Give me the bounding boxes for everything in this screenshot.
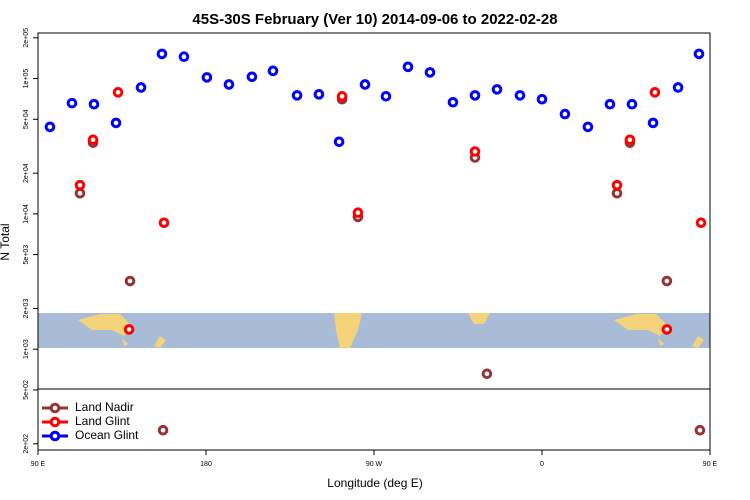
legend-label: Land Nadir — [75, 400, 134, 414]
point — [661, 275, 673, 287]
point — [611, 187, 623, 199]
point — [157, 424, 169, 436]
point — [336, 91, 348, 102]
y-tick-label: 2e+05 — [23, 28, 30, 48]
point — [695, 217, 707, 229]
point — [87, 134, 99, 146]
y-tick-label: 5e+02 — [23, 380, 30, 400]
point — [246, 71, 258, 83]
point — [402, 61, 414, 73]
point — [223, 79, 235, 90]
point — [66, 97, 78, 109]
point — [604, 98, 616, 110]
x-tick-label: 90 W — [366, 461, 383, 468]
point — [624, 134, 636, 146]
point — [647, 117, 659, 129]
point — [661, 324, 673, 335]
point — [559, 108, 571, 120]
point — [536, 93, 548, 105]
legend-marker — [49, 430, 61, 442]
y-axis-label: N Total — [0, 223, 12, 260]
point — [649, 87, 661, 98]
point — [74, 179, 86, 191]
point — [44, 121, 56, 133]
x-tick-label: 0 — [540, 461, 544, 468]
point — [74, 187, 86, 199]
point — [694, 424, 706, 436]
point — [88, 98, 100, 110]
x-tick-label: 90 E — [31, 461, 46, 468]
y-tick-label: 5e+03 — [23, 245, 30, 265]
point — [333, 136, 345, 148]
point — [124, 275, 136, 287]
point — [693, 48, 705, 60]
point — [267, 65, 279, 77]
point — [380, 91, 392, 102]
plot-frame — [37, 32, 711, 451]
x-tick-label: 180 — [200, 461, 212, 468]
legend-label: Land Glint — [75, 414, 130, 428]
point — [582, 121, 594, 133]
map-band — [38, 313, 710, 348]
legend-marker — [49, 402, 61, 414]
y-tick-label: 2e+02 — [23, 434, 30, 454]
point — [469, 146, 481, 157]
point — [178, 51, 190, 62]
x-axis-label: Longitude (deg E) — [327, 476, 422, 490]
point — [291, 90, 303, 101]
y-tick-label: 1e+04 — [23, 204, 30, 224]
point — [514, 90, 526, 101]
point — [626, 98, 638, 110]
point — [112, 87, 124, 98]
y-tick-label: 1e+03 — [23, 339, 30, 359]
point — [123, 324, 135, 335]
point — [359, 79, 371, 90]
point — [481, 368, 493, 380]
point — [156, 48, 168, 60]
y-tick-label: 2e+03 — [23, 299, 30, 319]
point — [158, 217, 170, 229]
y-tick-label: 1e+05 — [23, 69, 30, 89]
point — [424, 67, 436, 78]
point — [491, 84, 503, 95]
point — [201, 72, 213, 83]
y-tick-label: 5e+04 — [23, 109, 30, 129]
legend-label: Ocean Glint — [75, 428, 139, 442]
point — [352, 207, 364, 219]
point — [110, 117, 122, 129]
point — [135, 82, 147, 93]
legend-marker — [49, 416, 61, 428]
point — [469, 90, 481, 101]
point — [313, 89, 325, 100]
chart-title: 45S-30S February (Ver 10) 2014-09-06 to … — [192, 11, 557, 28]
point — [611, 179, 623, 191]
point — [672, 82, 684, 93]
y-tick-label: 2e+04 — [23, 163, 30, 183]
point — [447, 96, 459, 108]
x-tick-label: 90 E — [703, 461, 718, 468]
